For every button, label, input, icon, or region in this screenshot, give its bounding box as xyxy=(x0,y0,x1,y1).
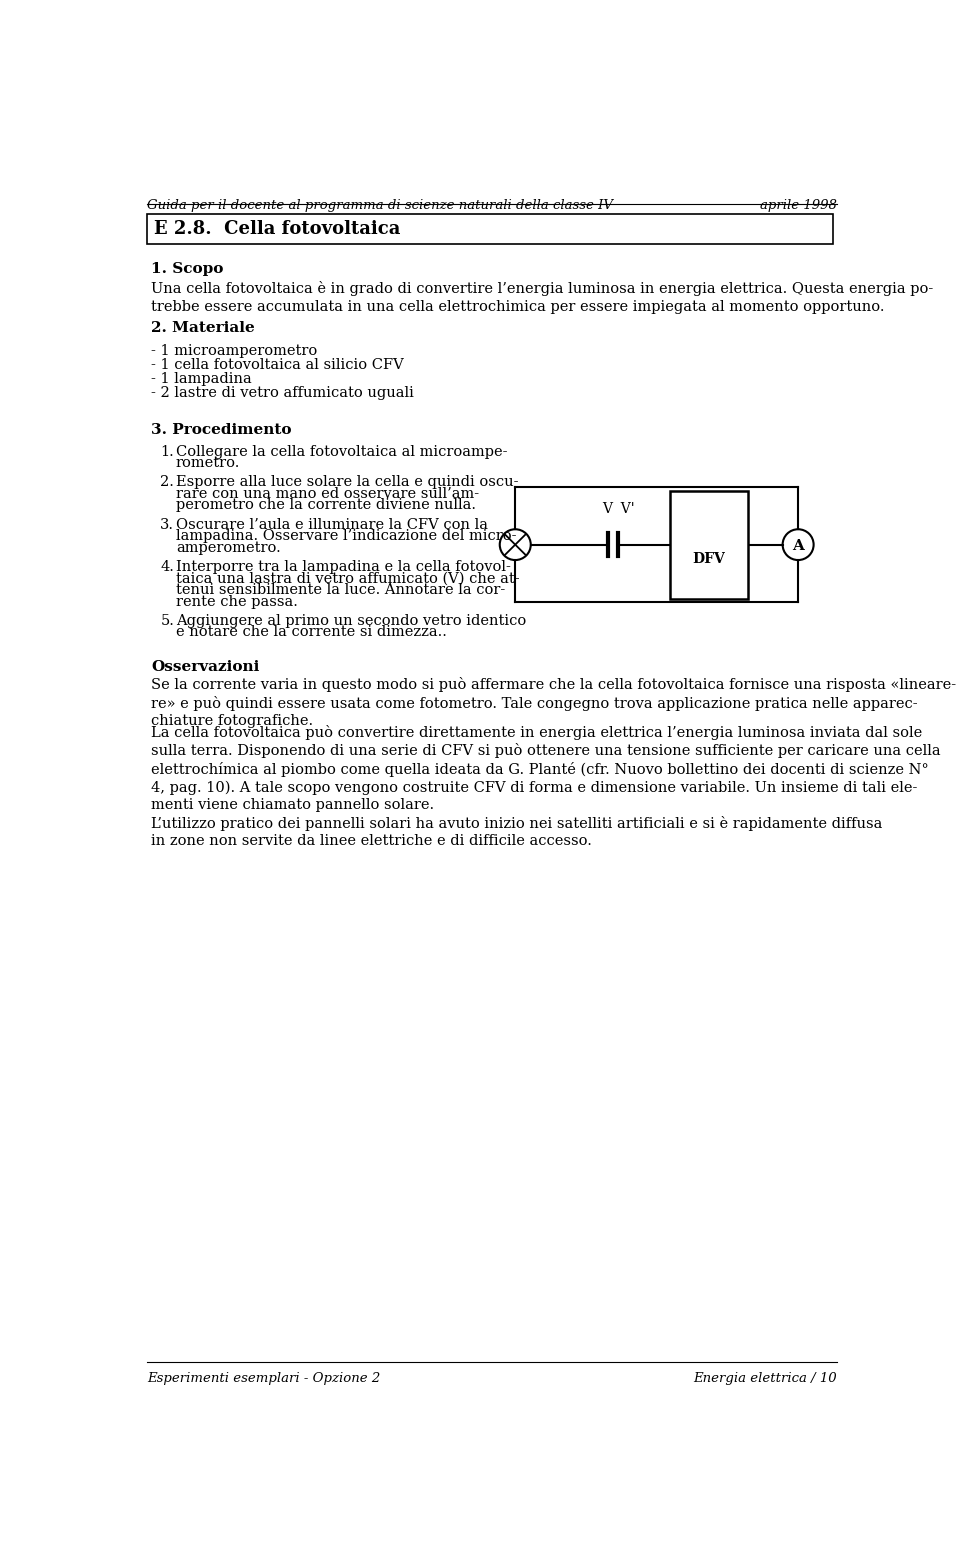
Text: - 1 lampadina: - 1 lampadina xyxy=(151,372,252,386)
Text: tenui sensibilmente la luce. Annotare la cor-: tenui sensibilmente la luce. Annotare la… xyxy=(176,583,505,597)
Text: 3. Procedimento: 3. Procedimento xyxy=(151,423,292,437)
Text: rare con una mano ed osservare sull’am-: rare con una mano ed osservare sull’am- xyxy=(176,487,479,501)
Text: V  V': V V' xyxy=(602,502,635,516)
Text: aprile 1998: aprile 1998 xyxy=(760,199,837,211)
Text: 4.: 4. xyxy=(160,560,174,574)
Text: - 1 cella fotovoltaica al silicio CFV: - 1 cella fotovoltaica al silicio CFV xyxy=(151,358,404,372)
Text: La cella fotovoltaica può convertire direttamente in energia elettrica l’energia: La cella fotovoltaica può convertire dir… xyxy=(151,725,941,847)
Text: amperometro.: amperometro. xyxy=(176,541,280,555)
Text: Oscurare l’aula e illuminare la CFV con la: Oscurare l’aula e illuminare la CFV con … xyxy=(176,518,488,532)
Text: 1. Scopo: 1. Scopo xyxy=(151,263,224,277)
Text: 5.: 5. xyxy=(160,614,174,628)
Text: perometro che la corrente diviene nulla.: perometro che la corrente diviene nulla. xyxy=(176,499,476,513)
Bar xyxy=(670,491,748,599)
Text: DFV: DFV xyxy=(692,552,726,566)
Text: Esperimenti esemplari - Opzione 2: Esperimenti esemplari - Opzione 2 xyxy=(147,1373,380,1386)
Text: Guida per il docente al programma di scienze naturali della classe IV: Guida per il docente al programma di sci… xyxy=(147,199,613,211)
Text: e notare che la corrente si dimezza..: e notare che la corrente si dimezza.. xyxy=(176,625,446,639)
Text: 3.: 3. xyxy=(160,518,175,532)
Text: Osservazioni: Osservazioni xyxy=(151,661,259,675)
Text: taica una lastra di vetro affumicato (V) che at-: taica una lastra di vetro affumicato (V)… xyxy=(176,572,519,586)
Bar xyxy=(147,215,833,244)
Text: 2.: 2. xyxy=(160,476,174,490)
Text: 2. Materiale: 2. Materiale xyxy=(151,322,254,336)
Text: Una cella fotovoltaica è in grado di convertire l’energia luminosa in energia el: Una cella fotovoltaica è in grado di con… xyxy=(151,281,933,314)
Text: 1.: 1. xyxy=(160,445,174,459)
Text: - 1 microamperometro: - 1 microamperometro xyxy=(151,345,317,359)
Text: rente che passa.: rente che passa. xyxy=(176,594,298,608)
Text: Se la corrente varia in questo modo si può affermare che la cella fotovoltaica f: Se la corrente varia in questo modo si p… xyxy=(151,676,956,728)
Text: Interporre tra la lampadina e la cella fotovol-: Interporre tra la lampadina e la cella f… xyxy=(176,560,511,574)
Text: Esporre alla luce solare la cella e quindi oscu-: Esporre alla luce solare la cella e quin… xyxy=(176,476,518,490)
Text: Energia elettrica / 10: Energia elettrica / 10 xyxy=(693,1373,837,1386)
Text: - 2 lastre di vetro affumicato uguali: - 2 lastre di vetro affumicato uguali xyxy=(151,386,414,400)
Text: E 2.8.  Cella fotovoltaica: E 2.8. Cella fotovoltaica xyxy=(155,221,400,238)
Text: A: A xyxy=(792,540,804,554)
Text: Collegare la cella fotovoltaica al microampe-: Collegare la cella fotovoltaica al micro… xyxy=(176,445,507,459)
Text: lampadina. Osservare l’indicazione del micro-: lampadina. Osservare l’indicazione del m… xyxy=(176,529,516,543)
Text: rometro.: rometro. xyxy=(176,456,240,470)
Text: Aggiungere al primo un secondo vetro identico: Aggiungere al primo un secondo vetro ide… xyxy=(176,614,526,628)
